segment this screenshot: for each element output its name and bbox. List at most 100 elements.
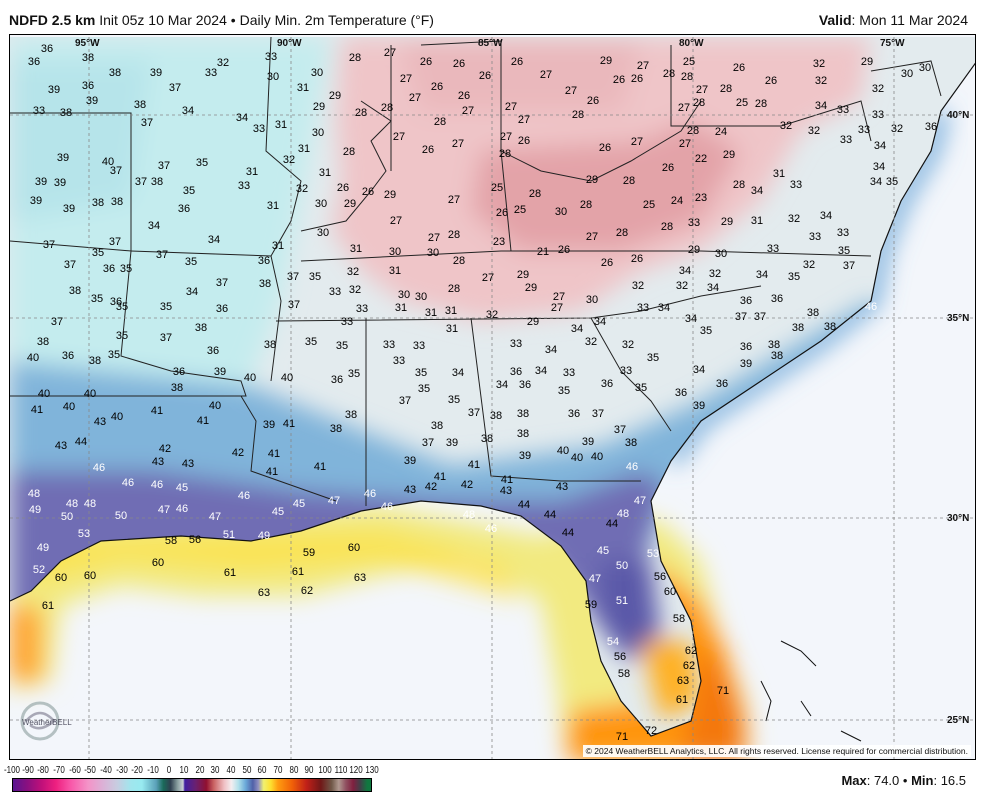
- temperature-label: 38: [89, 355, 101, 367]
- temperature-label: 38: [69, 285, 81, 297]
- temperature-label: 62: [685, 645, 697, 657]
- temperature-label: 43: [500, 485, 512, 497]
- temperature-label: 25: [514, 204, 526, 216]
- temperature-label: 32: [622, 339, 634, 351]
- temperature-label: 37: [51, 316, 63, 328]
- temperature-label: 47: [634, 495, 646, 507]
- temperature-label: 41: [468, 459, 480, 471]
- temperature-label: 39: [582, 436, 594, 448]
- temperature-label: 43: [152, 456, 164, 468]
- colorbar-tick-label: -70: [53, 765, 65, 776]
- title-separator: •: [230, 12, 236, 28]
- temperature-label: 61: [224, 567, 236, 579]
- temperature-label: 37: [109, 236, 121, 248]
- temperature-label: 34: [815, 100, 827, 112]
- colorbar-tick-label: -80: [37, 765, 50, 776]
- temperature-label: 29: [525, 282, 537, 294]
- bahamas-islands: [760, 640, 862, 742]
- temperature-label: 26: [601, 257, 613, 269]
- temperature-label: 45: [293, 498, 305, 510]
- temperature-label: 36: [110, 296, 122, 308]
- temperature-label: 39: [63, 203, 75, 215]
- temperature-label: 40: [84, 388, 96, 400]
- temperature-label: 49: [258, 530, 270, 542]
- temperature-label: 23: [695, 192, 707, 204]
- temperature-label: 35: [788, 271, 800, 283]
- temperature-label: 42: [425, 481, 437, 493]
- temperature-label: 44: [562, 527, 574, 539]
- temperature-label: 29: [861, 56, 873, 68]
- temperature-label: 31: [773, 168, 785, 180]
- temperature-label: 34: [756, 269, 768, 281]
- temperature-label: 34: [873, 161, 885, 173]
- temperature-label: 35: [183, 185, 195, 197]
- temperature-label: 28: [572, 109, 584, 121]
- temperature-label: 31: [425, 307, 437, 319]
- temperature-labels: 36 38 36 33 28 27 26 26 26 29 25 26 32 29 39 36 38 39 37 33…: [27, 43, 937, 743]
- temperature-label: 27: [586, 231, 598, 243]
- temperature-label: 35: [309, 271, 321, 283]
- temperature-label: 38: [151, 176, 163, 188]
- temperature-label: 37: [592, 408, 604, 420]
- temperature-label: 45: [176, 482, 188, 494]
- temperature-label: 30: [398, 289, 410, 301]
- temperature-label: 38: [768, 339, 780, 351]
- temperature-label: 38: [431, 420, 443, 432]
- temperature-label: 33: [563, 367, 575, 379]
- colorbar-tick-label: 40: [226, 765, 236, 776]
- temperature-label: 43: [182, 458, 194, 470]
- latitude-label: 35°N: [947, 313, 969, 324]
- temperature-label: 27: [518, 114, 530, 126]
- temperature-label: 39: [693, 400, 705, 412]
- colorbar-tick-label: 120: [349, 765, 364, 776]
- temperature-label: 34: [820, 210, 832, 222]
- temperature-label: 43: [94, 416, 106, 428]
- temperature-label: 33: [413, 340, 425, 352]
- temperature-map[interactable]: 95°W 90°W 85°W 80°W 75°W 40°N 35°N 30°N 25°N 36 3…: [9, 34, 976, 760]
- temperature-label: 32: [283, 154, 295, 166]
- temperature-label: 32: [808, 125, 820, 137]
- temperature-label: 46: [176, 503, 188, 515]
- temperature-label: 36: [331, 374, 343, 386]
- temperature-label: 56: [654, 571, 666, 583]
- temperature-label: 35: [415, 367, 427, 379]
- temperature-label: 26: [558, 244, 570, 256]
- temperature-label: 71: [717, 685, 729, 697]
- temperature-label: 33: [809, 231, 821, 243]
- temperature-label: 31: [275, 119, 287, 131]
- temperature-label: 38: [771, 350, 783, 362]
- temperature-label: 36: [103, 263, 115, 275]
- temperature-label: 33: [329, 286, 341, 298]
- temperature-label: 28: [381, 102, 393, 114]
- init-time: Init 05z 10 Mar 2024: [99, 12, 227, 28]
- temperature-label: 38: [345, 409, 357, 421]
- colorbar-tick-label: 70: [273, 765, 283, 776]
- temperature-label: 29: [721, 216, 733, 228]
- temperature-label: 33: [767, 243, 779, 255]
- temperature-label: 26: [496, 207, 508, 219]
- max-min-stats: Max: 74.0 • Min: 16.5: [841, 773, 966, 788]
- temperature-label: 36: [173, 366, 185, 378]
- temperature-label: 22: [695, 153, 707, 165]
- temperature-colorbar: [12, 778, 372, 792]
- temperature-label: 27: [631, 136, 643, 148]
- temperature-label: 31: [446, 323, 458, 335]
- temperature-label: 29: [313, 101, 325, 113]
- temperature-label: 36: [207, 345, 219, 357]
- temperature-label: 26: [662, 162, 674, 174]
- temperature-label: 26: [587, 95, 599, 107]
- temperature-label: 37: [468, 407, 480, 419]
- colorbar-tick-label: -30: [115, 765, 128, 776]
- model-name: NDFD 2.5 km: [9, 12, 96, 28]
- temperature-label: 36: [568, 408, 580, 420]
- temperature-label: 38: [109, 67, 121, 79]
- colorbar-tick-label: -20: [131, 765, 143, 776]
- temperature-label: 26: [631, 253, 643, 265]
- temperature-label: 40: [281, 372, 293, 384]
- temperature-label: 35: [336, 340, 348, 352]
- temperature-label: 26: [458, 90, 470, 102]
- longitude-label: 95°W: [75, 38, 100, 49]
- temperature-label: 33: [510, 338, 522, 350]
- valid-label: Valid: [818, 12, 852, 28]
- temperature-label: 38: [330, 423, 342, 435]
